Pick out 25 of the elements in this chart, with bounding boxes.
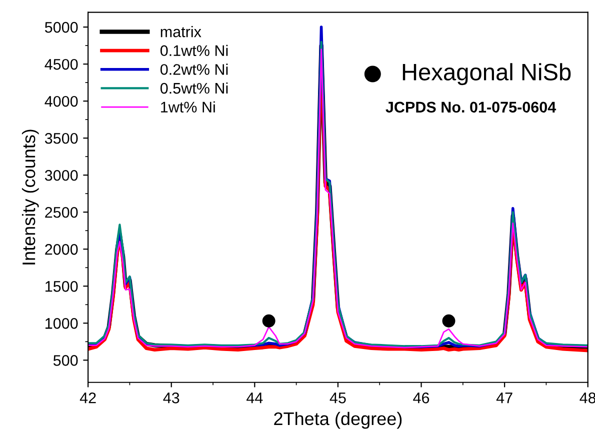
legend-label: matrix [160, 26, 202, 38]
legend-label: 0.1wt% Ni [160, 44, 228, 56]
y-tick-label: 2000 [45, 244, 78, 255]
x-tick-label: 43 [163, 392, 180, 404]
y-tick-label: 500 [53, 355, 78, 366]
y-tick-label: 3500 [44, 132, 78, 144]
legend-label: 1wt% Ni [161, 101, 215, 113]
annotation: JCPDS No. 01-075-0604 [386, 102, 556, 113]
x-tick-label: 42 [80, 392, 96, 404]
y-tick-label: 4500 [44, 58, 78, 70]
y-tick-label: 4000 [44, 96, 78, 107]
x-tick-label: 45 [330, 392, 346, 404]
x-tick-label: 47 [496, 392, 512, 404]
y-tick-label: 3000 [44, 170, 78, 181]
legend-label: 0.2wt% Ni [160, 64, 228, 75]
x-tick-label: 46 [413, 392, 430, 404]
x-axis-title: 2Theta (degree) [274, 412, 402, 429]
x-tick-label: 44 [246, 392, 263, 404]
legend-label: Hexagonal NiSb [402, 63, 571, 86]
legend-label: 0.5wt% Ni [160, 82, 228, 94]
y-axis-title: Intensity (counts) [22, 130, 39, 264]
y-tick-label: 1000 [46, 318, 78, 329]
y-tick-label: 2500 [45, 206, 78, 218]
y-tick-label: 1500 [46, 281, 78, 292]
y-tick-label: 5000 [44, 22, 78, 33]
